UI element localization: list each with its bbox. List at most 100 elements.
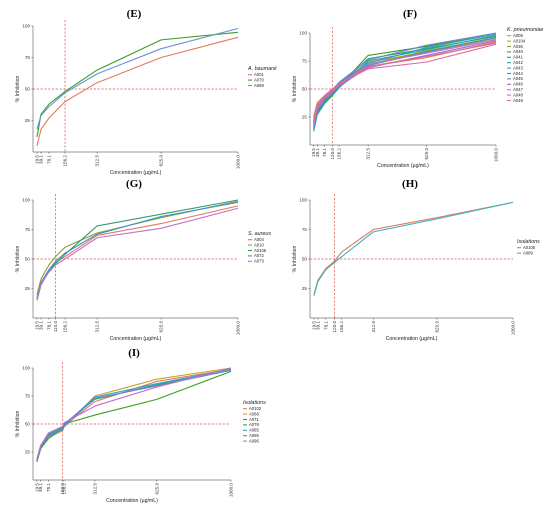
y-tick-label: 100 bbox=[22, 24, 30, 29]
series-line-a001 bbox=[36, 36, 239, 146]
panel-label-f: (F) bbox=[403, 8, 417, 20]
y-tick-label: 50 bbox=[302, 87, 308, 92]
x-axis-label: Concentration (µg/mL) bbox=[110, 170, 162, 176]
legend-item: A049 bbox=[513, 98, 523, 103]
y-tick-label: 25 bbox=[25, 286, 31, 291]
y-tick-label: 25 bbox=[302, 286, 308, 291]
series-line-a042 bbox=[313, 34, 497, 132]
y-tick-label: 50 bbox=[25, 257, 31, 262]
x-tick-label: 120.0 bbox=[330, 148, 335, 160]
series-line-a010 bbox=[36, 200, 239, 295]
y-tick-label: 100 bbox=[299, 198, 307, 203]
legend-item: A044 bbox=[513, 71, 523, 76]
x-tick-label: 625.0 bbox=[159, 321, 164, 333]
legend-item: A070 bbox=[254, 77, 264, 82]
series-line-a070 bbox=[36, 31, 239, 137]
series-line-a089 bbox=[36, 27, 239, 130]
legend-title: Isolations bbox=[517, 239, 540, 245]
legend-item: A001 bbox=[254, 72, 264, 77]
legend-item: A078 bbox=[249, 422, 259, 427]
chart-g: 25 50 75 100 19.5 39.1 78.1 110.0 156.2 312.5 625.… bbox=[15, 194, 271, 342]
panel-label-e: (E) bbox=[127, 8, 142, 20]
legend-item: A004 bbox=[254, 237, 264, 242]
x-tick-label: 625.0 bbox=[424, 148, 429, 160]
legend-item: A068 bbox=[249, 411, 259, 416]
chart-f: 25 50 75 100 19.539.1 78.1 120.0 156.2 312.5 625.… bbox=[292, 27, 543, 169]
series-line-a073 bbox=[36, 207, 239, 300]
chart-h: 25 50 75 100 19.539.1 78.1 120.0 156.2 312.5 625.… bbox=[292, 194, 540, 342]
y-tick-label: 75 bbox=[25, 394, 31, 399]
x-tick-label: 19.5 bbox=[311, 321, 316, 330]
x-tick-label: 625.0 bbox=[434, 321, 439, 333]
x-tick-label: 39.1 bbox=[315, 148, 320, 157]
series-line-a048 bbox=[313, 43, 497, 120]
y-tick-label: 75 bbox=[25, 55, 31, 60]
x-tick-label: 19.5 bbox=[311, 148, 316, 157]
x-axis-label: Concentration (µg/mL) bbox=[110, 336, 162, 342]
x-tick-label: 625.0 bbox=[154, 483, 159, 495]
x-tick-label: 39.1 bbox=[39, 155, 44, 164]
x-tick-label: 19.5 bbox=[34, 155, 39, 164]
x-tick-label: 156.2 bbox=[63, 155, 68, 167]
x-tick-label: 78.1 bbox=[47, 321, 52, 330]
x-tick-label: 1000.0 bbox=[494, 148, 499, 162]
legend-item: A073 bbox=[254, 259, 264, 264]
legend-item: A036 bbox=[513, 44, 523, 49]
x-tick-label: 156.2 bbox=[337, 148, 342, 160]
series-line-a049 bbox=[313, 42, 497, 123]
x-tick-label: 78.1 bbox=[47, 155, 52, 164]
legend-item: A042 bbox=[513, 60, 523, 65]
x-tick-label: 19.5 bbox=[34, 483, 39, 492]
x-tick-label: 78.1 bbox=[46, 483, 51, 492]
legend-item: A095 bbox=[249, 433, 259, 438]
y-tick-label: 25 bbox=[302, 115, 308, 120]
x-tick-label: 150.0 bbox=[60, 483, 65, 495]
y-tick-label: 75 bbox=[302, 59, 308, 64]
x-tick-label: 312.5 bbox=[92, 483, 97, 495]
x-axis-label: Concentration (µg/mL) bbox=[386, 336, 438, 342]
legend-item: A072 bbox=[254, 253, 264, 258]
x-axis-label: Concentration (µg/mL) bbox=[377, 163, 429, 169]
x-tick-label: 39.1 bbox=[315, 321, 320, 330]
legend-item: A008 bbox=[513, 33, 523, 38]
x-tick-label: 120.0 bbox=[332, 321, 337, 333]
y-tick-label: 25 bbox=[25, 118, 31, 123]
legend-item: A041 bbox=[513, 55, 523, 60]
x-tick-label: 1000.0 bbox=[236, 321, 241, 335]
panel-label-g: (G) bbox=[126, 178, 142, 190]
x-axis-label: Concentration (µg/mL) bbox=[106, 498, 158, 504]
series-line-a072 bbox=[36, 201, 239, 299]
x-tick-label: 312.5 bbox=[371, 321, 376, 333]
legend-item: A0105 bbox=[254, 248, 267, 253]
x-tick-label: 1000.0 bbox=[511, 321, 516, 335]
x-tick-label: 78.1 bbox=[322, 148, 327, 157]
y-tick-label: 100 bbox=[22, 198, 30, 203]
y-tick-label: 100 bbox=[299, 31, 307, 36]
legend-item: A0104 bbox=[513, 38, 526, 43]
y-tick-label: 25 bbox=[25, 450, 31, 455]
y-axis-label: % Inhibition bbox=[15, 75, 21, 102]
legend-title: Isolations bbox=[243, 400, 266, 406]
legend-item: A085 bbox=[249, 428, 259, 433]
x-tick-label: 312.5 bbox=[95, 321, 100, 333]
x-tick-label: 156.2 bbox=[63, 321, 68, 333]
series-line-a047 bbox=[313, 39, 497, 127]
series-line-a095 bbox=[36, 369, 232, 462]
x-tick-label: 39.1 bbox=[38, 483, 43, 492]
y-axis-label: % Inhibition bbox=[292, 245, 298, 272]
series-line-a0105 bbox=[36, 199, 239, 301]
legend-item: A0102 bbox=[249, 406, 262, 411]
x-tick-label: 625.0 bbox=[159, 155, 164, 167]
series-line-a041 bbox=[313, 35, 497, 121]
panel-label-h: (H) bbox=[402, 178, 418, 190]
x-tick-label: 19.5 bbox=[34, 321, 39, 330]
y-tick-label: 75 bbox=[302, 227, 308, 232]
legend-item: A089 bbox=[254, 83, 264, 88]
legend-item: A040 bbox=[513, 49, 523, 54]
y-tick-label: 50 bbox=[302, 257, 308, 262]
x-tick-label: 78.1 bbox=[323, 321, 328, 330]
legend-item: A010 bbox=[254, 242, 264, 247]
legend-item: A096 bbox=[249, 438, 259, 443]
